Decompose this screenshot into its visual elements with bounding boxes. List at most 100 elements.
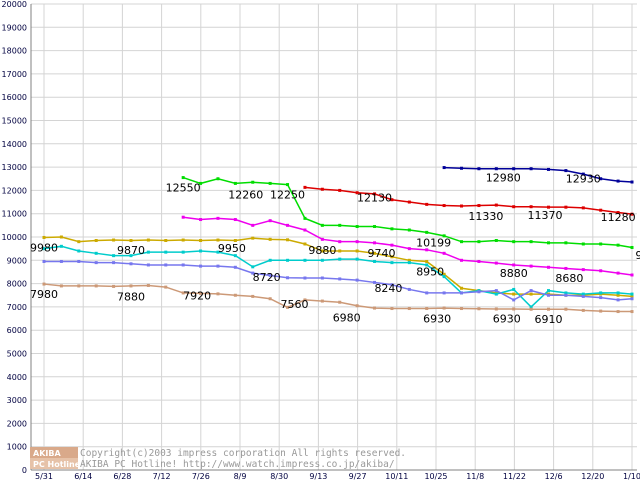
data-point	[286, 305, 290, 309]
data-point	[390, 198, 394, 202]
data-point	[94, 251, 98, 255]
data-point	[425, 263, 429, 267]
data-point	[460, 204, 464, 208]
data-point	[112, 261, 116, 265]
data-label: 12930	[566, 173, 601, 186]
data-point	[355, 257, 359, 261]
data-point	[146, 238, 150, 242]
data-point	[425, 291, 429, 295]
data-point	[146, 263, 150, 267]
data-point	[216, 292, 220, 296]
data-point	[112, 284, 116, 288]
data-point	[425, 248, 429, 252]
x-tick-label: 11/8	[466, 472, 484, 480]
data-point	[77, 259, 81, 263]
data-label: 12130	[357, 191, 392, 204]
data-point	[599, 242, 603, 246]
data-point	[303, 276, 307, 280]
data-point	[477, 167, 481, 171]
x-tick-label: 7/12	[153, 472, 171, 480]
data-point	[338, 223, 342, 227]
data-label: 8950	[416, 265, 444, 278]
x-tick-label: 9/27	[349, 472, 367, 480]
data-point	[599, 296, 603, 300]
data-point	[320, 276, 324, 280]
data-point	[233, 265, 237, 269]
data-point	[460, 286, 464, 290]
data-label: 7560	[281, 298, 309, 311]
data-label: 6980	[333, 311, 361, 324]
y-tick-label: 1000	[7, 443, 27, 452]
x-tick-label: 8/30	[270, 472, 288, 480]
y-tick-label: 16000	[2, 93, 27, 102]
data-label: 9950	[218, 242, 246, 255]
data-point	[564, 169, 568, 173]
data-point	[94, 284, 98, 288]
data-point	[251, 180, 255, 184]
data-point	[303, 242, 307, 246]
data-point	[355, 240, 359, 244]
data-point	[146, 250, 150, 254]
data-point	[616, 179, 620, 183]
data-point	[581, 308, 585, 312]
x-tick-label: 12/20	[581, 472, 604, 480]
data-point	[407, 228, 411, 232]
data-point	[303, 216, 307, 220]
y-tick-label: 7000	[7, 303, 27, 312]
data-point	[373, 280, 377, 284]
data-point	[338, 300, 342, 304]
data-point	[477, 259, 481, 263]
data-label: 12260	[228, 188, 263, 201]
data-point	[512, 240, 516, 244]
data-point	[390, 227, 394, 231]
data-point	[390, 283, 394, 287]
data-label: 8680	[555, 272, 583, 285]
data-point	[199, 218, 203, 222]
data-point	[164, 285, 168, 289]
data-point	[59, 284, 63, 288]
data-point	[199, 181, 203, 185]
data-point	[303, 258, 307, 262]
data-point	[251, 271, 255, 275]
data-point	[546, 289, 550, 293]
data-point	[477, 290, 481, 294]
data-point	[442, 251, 446, 255]
data-label: 9650	[635, 249, 640, 262]
data-point	[286, 223, 290, 227]
data-point	[199, 249, 203, 253]
data-point	[112, 238, 116, 242]
data-point	[407, 307, 411, 311]
data-point	[460, 166, 464, 170]
data-point	[407, 247, 411, 251]
data-point	[477, 307, 481, 311]
x-tick-label: 10/11	[385, 472, 408, 480]
data-point	[233, 238, 237, 242]
data-point	[529, 289, 533, 293]
data-point	[268, 237, 272, 241]
data-point	[494, 307, 498, 311]
data-point	[216, 216, 220, 220]
data-point	[630, 273, 634, 277]
data-point	[42, 247, 46, 251]
data-point	[512, 292, 516, 296]
site-url-text: AKIBA PC Hotline! http://www.watch.impre…	[80, 459, 395, 470]
data-point	[512, 287, 516, 291]
data-point	[338, 257, 342, 261]
data-point	[338, 277, 342, 281]
data-label: 9870	[117, 244, 145, 257]
x-tick-label: 1/10	[623, 472, 640, 480]
grid	[31, 3, 637, 471]
data-point	[355, 304, 359, 308]
data-point	[581, 292, 585, 296]
data-point	[373, 251, 377, 255]
data-point	[616, 271, 620, 275]
logo-text-top: AKIBA	[33, 449, 61, 458]
data-point	[630, 292, 634, 296]
data-point	[233, 181, 237, 185]
data-point	[616, 243, 620, 247]
data-point	[355, 278, 359, 282]
data-point	[199, 264, 203, 268]
data-point	[546, 265, 550, 269]
data-point	[233, 218, 237, 222]
